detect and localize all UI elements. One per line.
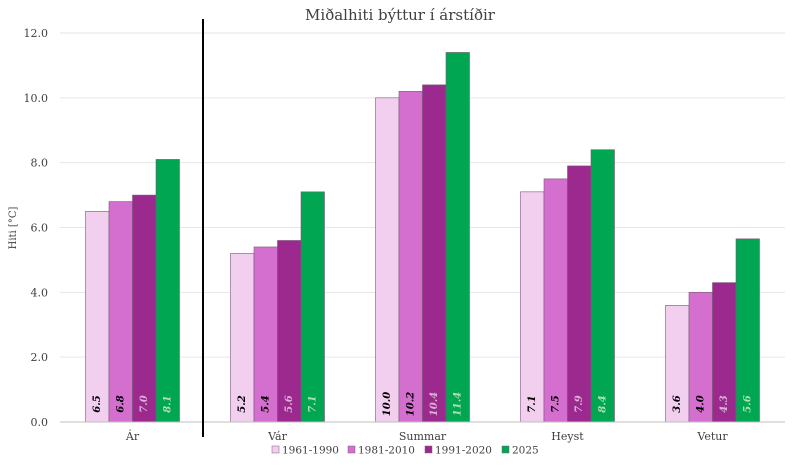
bar [567, 165, 592, 423]
bar [735, 238, 760, 423]
legend-label: 1961-1990 [282, 445, 339, 457]
y-tick-label: 6.0 [31, 222, 49, 235]
data-label: 7.1 [307, 395, 318, 412]
x-category-label: Summar [399, 430, 447, 443]
data-label: 8.4 [597, 395, 608, 412]
legend: 1961-1990 1981-2010 1991-2020 2025 [271, 445, 539, 457]
x-category-label: Ár [125, 429, 140, 443]
data-label: 7.9 [574, 395, 585, 412]
y-tick-label: 0.0 [31, 416, 49, 429]
x-category-label: Vetur [696, 430, 728, 443]
bar [375, 97, 400, 423]
chart-title: Miðalhiti býttur í árstíðir [305, 6, 496, 24]
y-axis-label: Hiti [°C] [8, 207, 19, 250]
data-label: 7.5 [550, 395, 561, 412]
legend-swatch [347, 445, 356, 454]
bar [85, 210, 110, 423]
data-label: 7.0 [139, 395, 150, 412]
x-category-label: Heyst [551, 430, 584, 443]
bar [108, 201, 133, 423]
legend-swatch [271, 445, 280, 454]
legend-label: 2025 [512, 445, 539, 457]
data-label: 11.4 [452, 392, 463, 416]
data-label: 6.8 [115, 395, 126, 412]
bar [398, 91, 423, 423]
bar [445, 52, 470, 423]
x-category-label: Vár [267, 430, 287, 443]
data-label: 4.3 [719, 395, 730, 412]
bar [300, 191, 325, 423]
data-label: 5.6 [284, 395, 295, 412]
bar [520, 191, 545, 423]
y-tick-label: 2.0 [31, 351, 49, 364]
legend-label: 1991-2020 [435, 445, 492, 457]
y-tick-label: 4.0 [31, 286, 49, 299]
bars [85, 52, 760, 423]
legend-swatch [424, 445, 433, 454]
bar [590, 149, 615, 423]
data-label: 4.0 [695, 395, 706, 412]
legend-swatch [501, 445, 510, 454]
x-category-labels: Ár Vár Summar Heyst Vetur [125, 429, 728, 443]
bar [132, 194, 157, 423]
legend-label: 1981-2010 [358, 445, 415, 457]
data-label: 5.2 [237, 395, 248, 412]
y-tick-labels: 0.0 2.0 4.0 6.0 8.0 10.0 12.0 [24, 27, 49, 429]
data-label: 10.2 [405, 392, 416, 416]
data-label: 10.0 [382, 392, 393, 416]
data-label: 3.6 [672, 395, 683, 412]
data-label: 6.5 [92, 395, 103, 412]
y-tick-label: 12.0 [24, 27, 49, 40]
bar [543, 178, 568, 423]
data-label: 8.1 [162, 395, 173, 412]
data-label: 5.4 [260, 395, 271, 412]
data-label: 7.1 [527, 395, 538, 412]
data-labels: 6.5 6.8 7.0 8.1 5.2 5.4 5.6 7.1 10.0 10.2 10.4 11.4… [92, 392, 754, 416]
y-tick-label: 10.0 [24, 92, 49, 105]
y-tick-label: 8.0 [31, 157, 49, 170]
bar [422, 84, 447, 423]
data-label: 5.6 [742, 395, 753, 412]
bar [155, 159, 180, 423]
bar [277, 240, 302, 423]
data-label: 10.4 [429, 392, 440, 416]
